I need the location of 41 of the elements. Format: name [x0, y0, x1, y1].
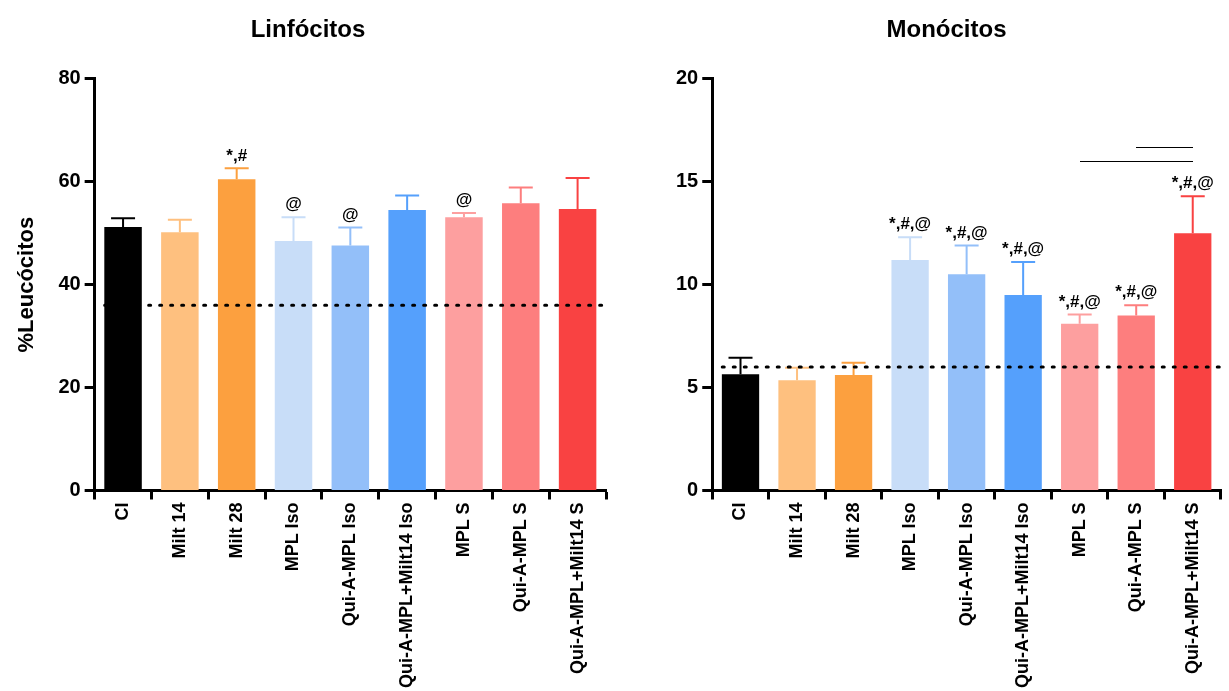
x-tick-label: Qui-A-MPL S [1125, 502, 1146, 613]
annotation: @ [285, 194, 302, 214]
annotation: @ [342, 204, 359, 224]
x-tick-label: MPL Iso [899, 502, 920, 572]
annotation: *,#,@ [1002, 239, 1045, 259]
annotation: *,# [226, 145, 248, 165]
annotation: *,#,@ [889, 214, 932, 234]
x-tick-label: Milt 14 [168, 502, 189, 559]
x-tick-label: Qui-A-MPL S [509, 502, 530, 613]
y-tick-label: 0 [687, 478, 699, 500]
x-tick-label: Milt 28 [225, 502, 246, 559]
y-tick-label: 20 [58, 375, 81, 398]
x-tick-label: Milt 28 [842, 502, 863, 559]
y-tick-label: 80 [58, 66, 81, 89]
chart-title: Monócitos [886, 15, 1007, 43]
x-tick-label: MPL Iso [282, 502, 303, 572]
x-tick-label: Milt 14 [786, 502, 807, 559]
chart-title: Linfócitos [250, 15, 366, 43]
x-tick-label: Qui-A-MPL Iso [955, 502, 976, 627]
y-tick-label: 40 [58, 272, 81, 295]
annotation: *,#,@ [1115, 282, 1158, 302]
annotation: @ [455, 190, 473, 210]
x-tick-label: CI [729, 502, 750, 521]
annotation: *,#,@ [945, 222, 988, 242]
annotation: *,#,@ [1171, 173, 1214, 193]
y-axis-title: %Leucócitos [13, 216, 39, 353]
y-tick-label: 10 [676, 272, 699, 295]
x-tick-label: MPL S [452, 502, 473, 558]
y-tick-label: 20 [676, 66, 699, 89]
x-tick-label: Qui-A-MPL Iso [339, 502, 360, 627]
y-tick-label: 5 [687, 375, 699, 398]
y-tick-label: 15 [676, 169, 699, 192]
x-tick-label: Qui-A-MPL+Milt14 S [1181, 502, 1202, 674]
x-tick-label: Qui-A-MPL+Milt14 S [566, 502, 587, 674]
x-tick-label: CI [112, 502, 133, 521]
x-tick-label: Qui-A-MPL+Milt14 Iso [396, 502, 417, 688]
x-tick-label: Qui-A-MPL+Milt14 Iso [1012, 502, 1033, 688]
y-tick-label: 0 [69, 478, 81, 500]
annotation: *,#,@ [1058, 291, 1101, 311]
y-tick-label: 60 [58, 169, 81, 192]
x-tick-label: MPL S [1068, 502, 1089, 558]
